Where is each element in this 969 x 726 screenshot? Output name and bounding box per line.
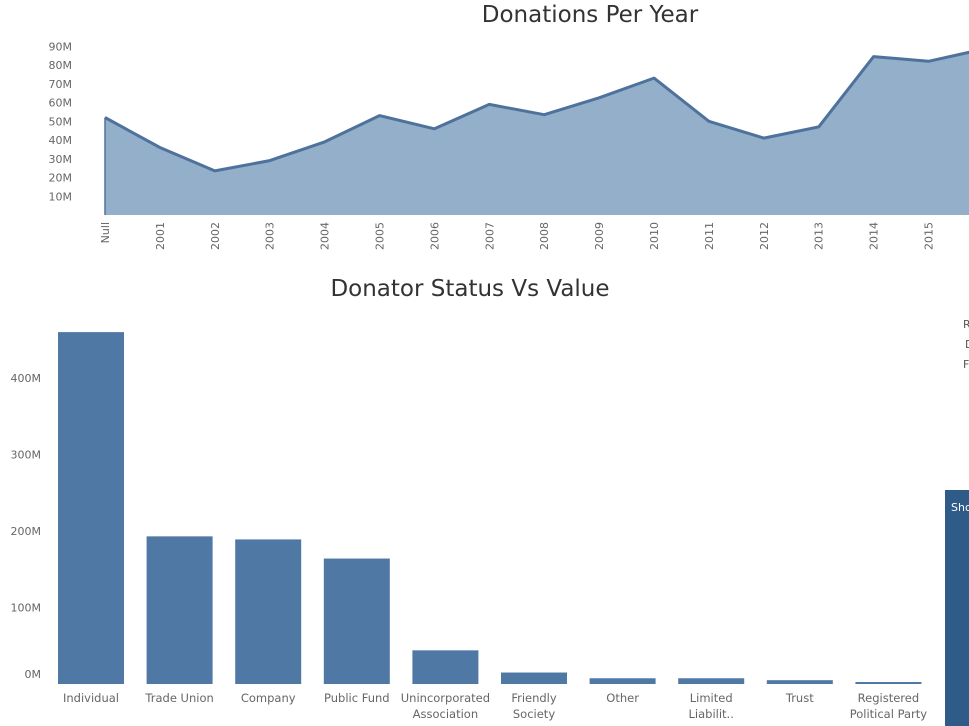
area-y-axis: 10M 20M 30M 40M 50M 60M 70M 80M 90M [49, 40, 73, 203]
area-series-line[interactable] [104, 49, 969, 173]
area-chart-title: Donations Per Year [482, 2, 699, 28]
area-y-tick: 30M [49, 153, 73, 166]
area-y-tick: 10M [49, 190, 73, 203]
side-legend: RDF [963, 318, 969, 371]
area-x-tick: 2012 [758, 222, 771, 250]
area-x-tick: 2011 [703, 222, 716, 250]
area-x-tick: 2004 [319, 222, 332, 250]
bar-category-label: Association [413, 707, 478, 721]
area-x-tick: 2015 [923, 222, 936, 250]
bar-x-axis: Individual Trade Union Company Public Fund U… [63, 691, 927, 721]
side-panel: RDF Sho [945, 318, 969, 726]
area-x-tick: 2008 [538, 222, 551, 250]
area-y-tick: 40M [49, 134, 73, 147]
area-x-tick: 2002 [209, 222, 222, 250]
area-x-tick: 2010 [648, 222, 661, 250]
bar-category-label: Society [513, 707, 555, 721]
show-button-label: Sho [951, 501, 969, 514]
area-y-tick: 60M [49, 97, 73, 110]
bar-category-label: Individual [63, 691, 119, 705]
bar-public-fund[interactable] [323, 558, 390, 684]
donator-status-chart: Donator Status Vs Value 0M 100M 200M 300M 40… [11, 276, 928, 721]
side-legend-label: F [963, 358, 969, 371]
area-y-tick: 20M [49, 172, 73, 185]
area-x-axis: Null 2001 2002 2003 2004 2005 2006 2007 2008 2009… [99, 222, 936, 250]
area-y-tick: 70M [49, 78, 73, 91]
bar-category-label: Registered [858, 691, 919, 705]
bar-trade-union[interactable] [146, 536, 213, 684]
area-x-tick: 2014 [868, 222, 881, 250]
bar-category-label: Company [241, 691, 296, 705]
bar-category-label: Limited [690, 691, 733, 705]
area-x-tick: 2007 [483, 222, 496, 250]
bar-y-axis: 0M 100M 200M 300M 400M [11, 372, 42, 681]
bar-registered-political-party[interactable] [855, 682, 922, 684]
bar-limited-liabilit[interactable] [678, 678, 745, 684]
bar-category-label: Unincorporated [401, 691, 490, 705]
area-y-tick: 90M [49, 40, 73, 53]
area-y-tick: 50M [49, 115, 73, 128]
bar-category-label: Political Party [850, 707, 928, 721]
bar-unincorporated-association[interactable] [412, 650, 479, 684]
bar-individual[interactable] [58, 332, 124, 684]
area-x-tick: Null [99, 222, 112, 243]
bar-category-label: Other [606, 691, 639, 705]
area-x-tick: 2006 [428, 222, 441, 250]
bar-chart-title: Donator Status Vs Value [330, 276, 609, 302]
bar-y-tick: 100M [11, 602, 42, 615]
bar-category-label: Trust [785, 691, 814, 705]
bar-other[interactable] [589, 678, 656, 684]
show-button[interactable] [945, 490, 969, 726]
area-x-tick: 2005 [374, 222, 387, 250]
bar-category-label: Friendly [511, 691, 557, 705]
bar-trust[interactable] [766, 680, 833, 684]
bar-y-tick: 200M [11, 525, 42, 538]
area-x-tick: 2013 [813, 222, 826, 250]
bar-friendly-society[interactable] [501, 672, 567, 684]
area-x-tick: 2009 [593, 222, 606, 250]
bar-series [58, 332, 922, 684]
bar-category-label: Public Fund [324, 691, 390, 705]
area-series-fill[interactable] [105, 49, 969, 215]
bar-company[interactable] [235, 539, 302, 684]
bar-category-label: Trade Union [144, 691, 213, 705]
area-x-tick: 2003 [264, 222, 277, 250]
bar-y-tick: 400M [11, 372, 42, 385]
area-y-tick: 80M [49, 59, 73, 72]
donations-per-year-chart: Donations Per Year 10M 20M 30M 40M 50M 60M 70M… [49, 2, 969, 250]
bar-y-tick: 0M [25, 668, 42, 681]
side-legend-label: R [963, 318, 969, 331]
area-x-tick: 2001 [154, 222, 167, 250]
bar-y-tick: 300M [11, 449, 42, 462]
side-legend-label: D [965, 338, 969, 351]
bar-category-label: Liabilit.. [689, 707, 734, 721]
